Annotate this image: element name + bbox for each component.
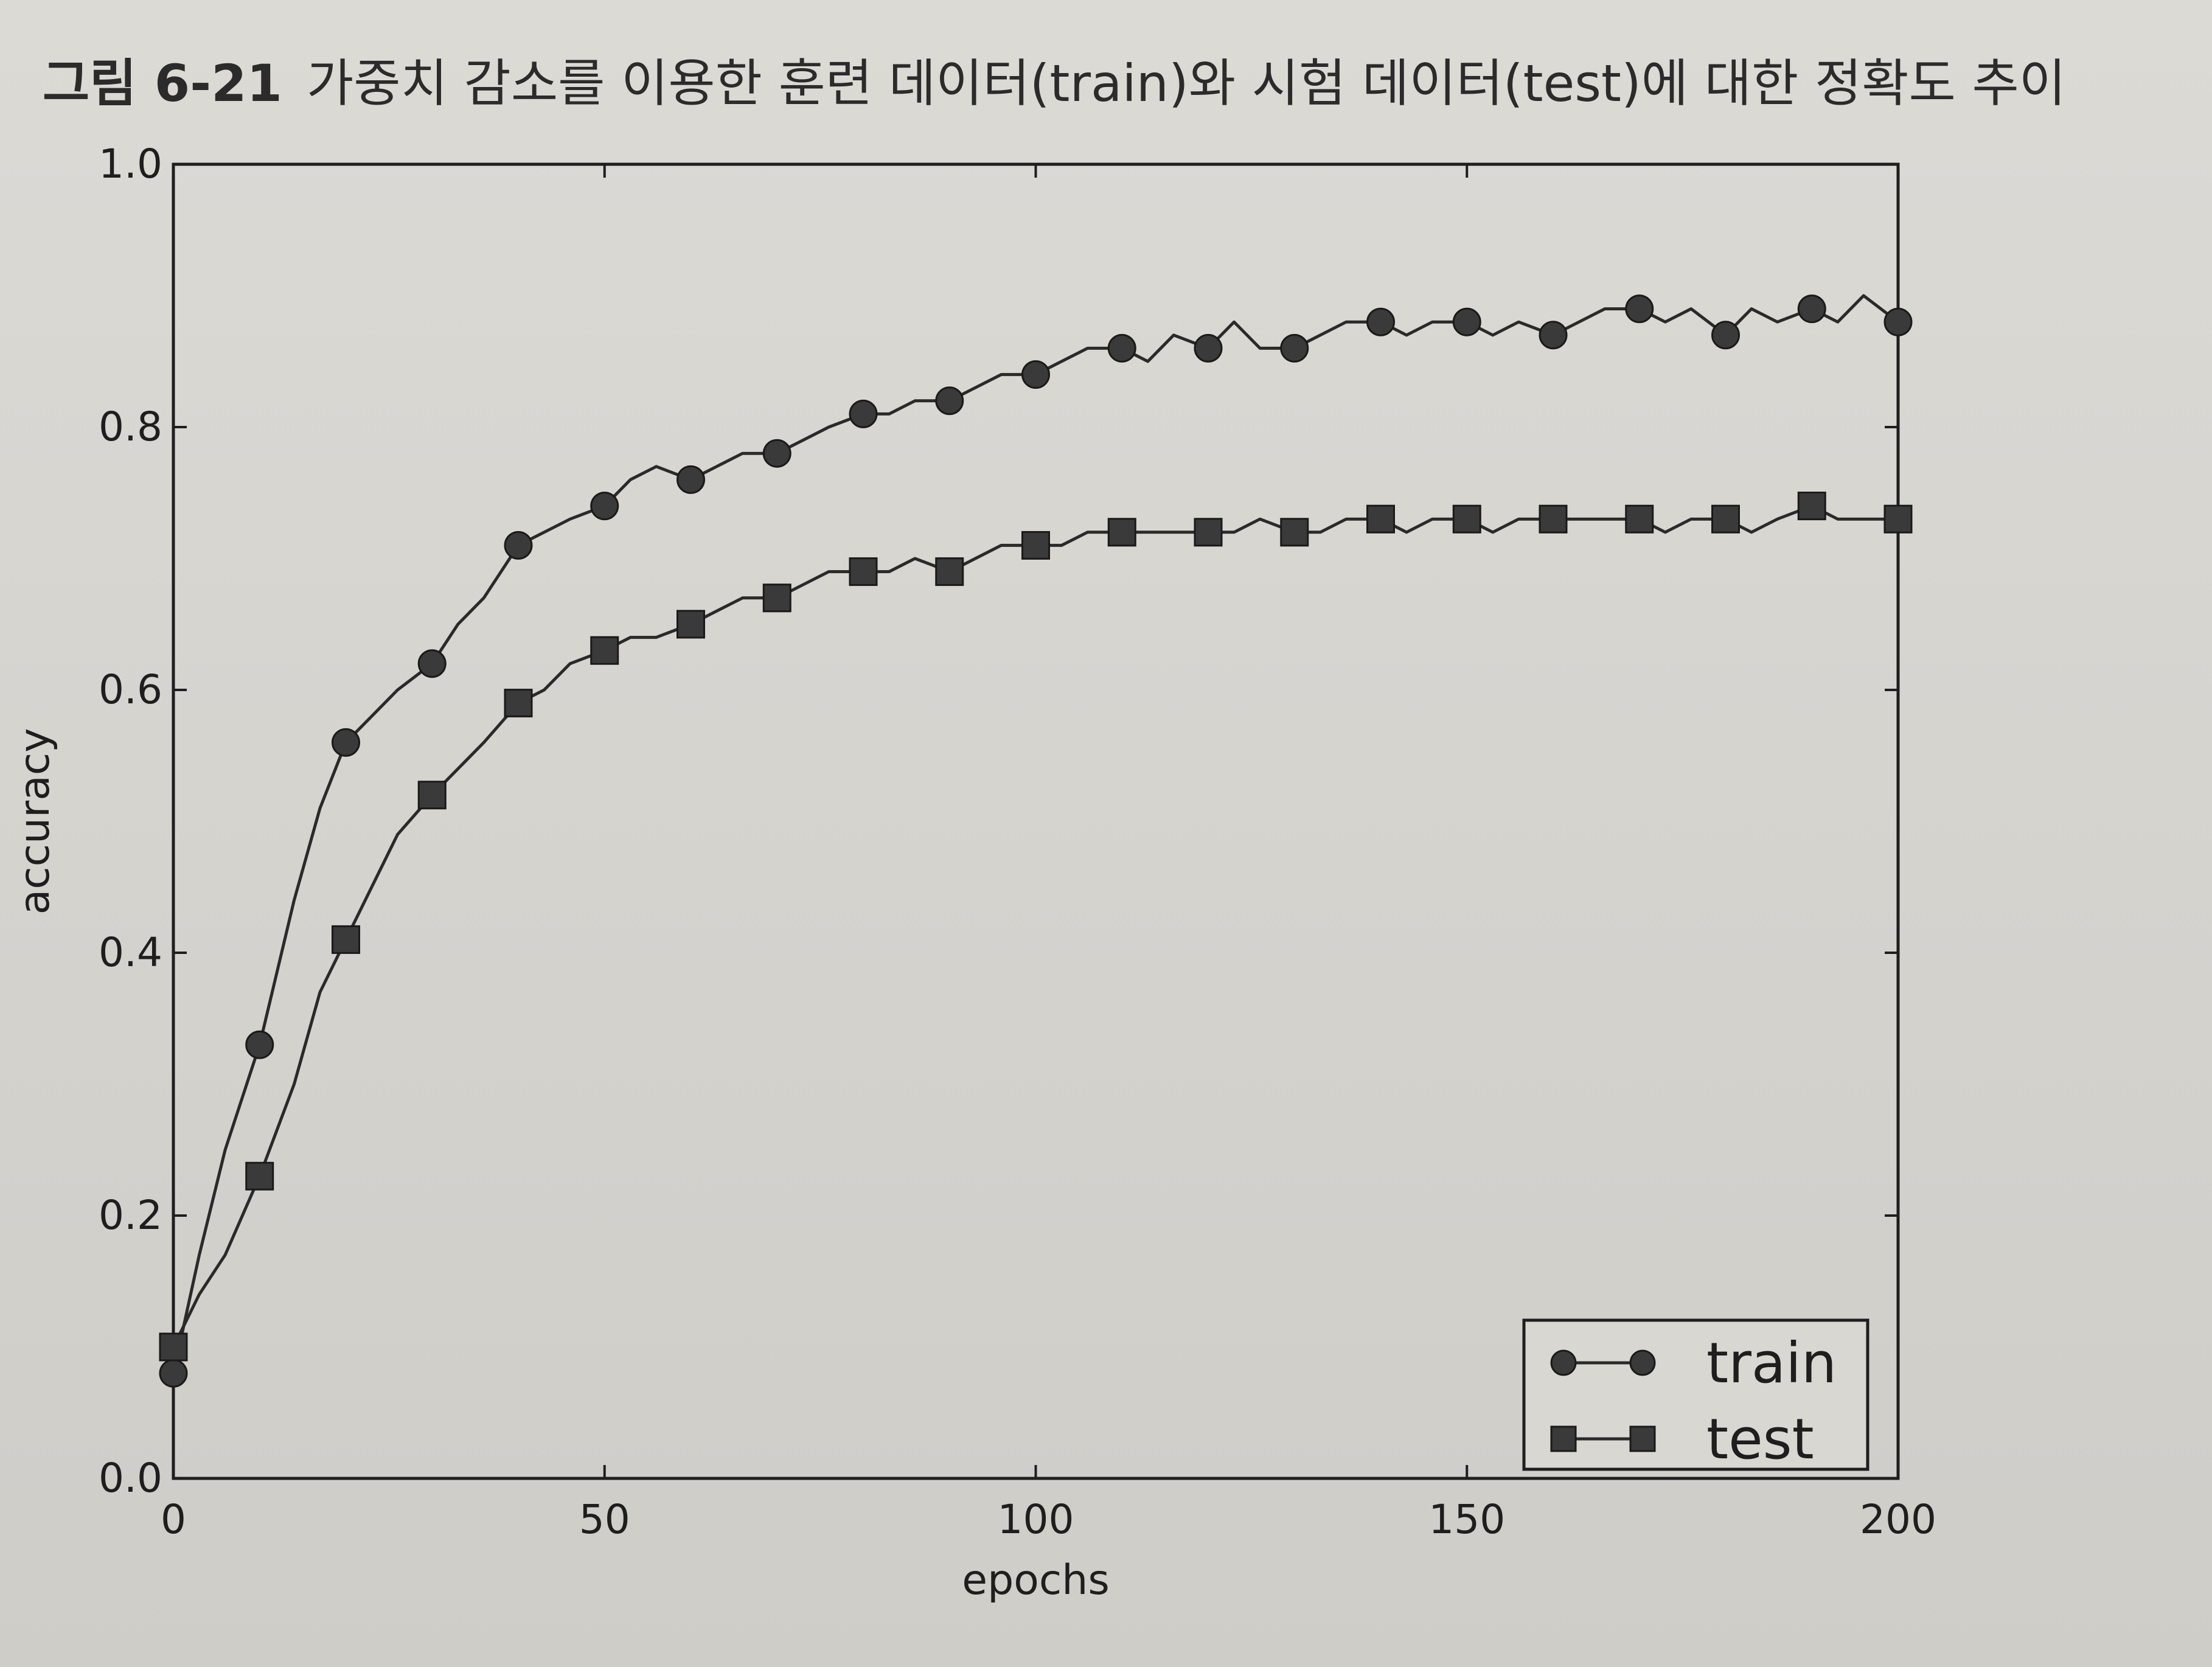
legend-marker (1550, 1349, 1577, 1376)
train-point (1539, 321, 1568, 350)
test-point (1280, 518, 1309, 547)
test-point (1883, 504, 1913, 534)
train-point (762, 439, 791, 468)
test-point (590, 636, 619, 665)
legend-marker (1550, 1425, 1577, 1452)
train-point (1452, 307, 1481, 336)
legend-marker (1629, 1349, 1656, 1376)
train-point (417, 649, 447, 678)
y-tick-label: 0.8 (99, 403, 162, 450)
train-point (1883, 307, 1913, 336)
test-point (849, 557, 878, 586)
train-point (1711, 321, 1740, 350)
test-point (417, 781, 447, 810)
legend: train test (1522, 1318, 1869, 1472)
legend-entry-test: test (1550, 1407, 1814, 1472)
train-point (504, 531, 533, 560)
train-point (245, 1030, 274, 1059)
x-tick-label: 200 (1860, 1496, 1936, 1543)
train-point (1625, 294, 1654, 324)
test-point (676, 610, 705, 639)
train-point (159, 1359, 188, 1388)
y-tick-label: 0.2 (99, 1192, 162, 1239)
legend-marker (1629, 1425, 1656, 1452)
test-point (159, 1332, 188, 1362)
series-test (159, 492, 1913, 1362)
legend-entries: train test (1550, 1331, 1837, 1472)
train-point (1021, 360, 1050, 389)
test-point (1452, 504, 1481, 534)
test-point (245, 1161, 274, 1191)
test-point (1194, 518, 1223, 547)
train-point (849, 399, 878, 428)
y-tick-label: 1.0 (99, 141, 162, 187)
train-line (172, 294, 1899, 1374)
test-point (1366, 504, 1395, 534)
y-tick-label: 0.4 (99, 929, 162, 976)
test-point (1711, 504, 1740, 534)
x-tick-label: 100 (998, 1496, 1074, 1543)
y-tick-label: 0.6 (99, 666, 162, 713)
y-axis-title: accuracy (11, 728, 59, 915)
test-point (762, 583, 791, 613)
test-point (1107, 518, 1136, 547)
x-tick-label: 150 (1428, 1496, 1505, 1543)
train-point (1194, 333, 1223, 363)
legend-entry-train: train (1550, 1331, 1837, 1396)
train-point (332, 728, 360, 757)
train-point (1366, 307, 1395, 336)
train-point (935, 386, 964, 416)
x-axis-title: epochs (962, 1556, 1110, 1604)
legend-box (1522, 1318, 1869, 1471)
series-train (159, 294, 1913, 1388)
figure-caption: 그림 6-21 가중치 감소를 이용한 훈련 데이터(train)와 시험 데이터… (43, 43, 2066, 116)
train-point (676, 465, 705, 494)
test-point (935, 557, 964, 586)
train-point (1107, 333, 1136, 363)
test-point (332, 925, 360, 954)
train-point (590, 492, 619, 521)
x-tick-label: 0 (161, 1496, 186, 1543)
y-tick-label: 0.0 (99, 1455, 162, 1502)
series-layer (159, 294, 1913, 1388)
axis-ticks: 0 50 100 150 200 0.0 0.2 0.4 0.6 0.8 1.0 (99, 141, 1936, 1543)
figure-number: 그림 6-21 (43, 54, 283, 113)
legend-label: train (1706, 1331, 1837, 1396)
figure-caption-text: 가중치 감소를 이용한 훈련 데이터(train)와 시험 데이터(test)에… (307, 54, 2067, 113)
test-line (172, 504, 1898, 1348)
x-tick-label: 50 (579, 1496, 630, 1543)
train-point (1280, 333, 1309, 363)
test-point (1625, 504, 1654, 534)
legend-label: test (1706, 1407, 1814, 1472)
test-point (504, 689, 533, 718)
test-point (1539, 504, 1568, 534)
test-point (1797, 492, 1826, 521)
test-point (1021, 531, 1050, 560)
train-point (1797, 294, 1826, 324)
